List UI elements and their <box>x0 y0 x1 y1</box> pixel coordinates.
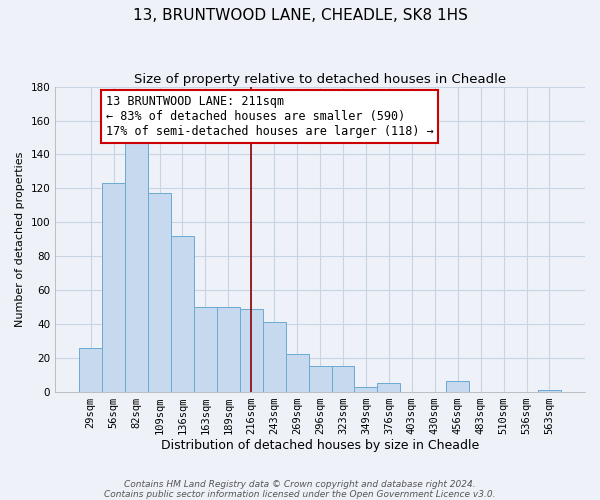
Bar <box>263 322 286 392</box>
Bar <box>194 307 217 392</box>
Bar <box>148 194 171 392</box>
Bar <box>217 307 240 392</box>
Bar <box>125 138 148 392</box>
X-axis label: Distribution of detached houses by size in Cheadle: Distribution of detached houses by size … <box>161 440 479 452</box>
Bar <box>171 236 194 392</box>
Bar <box>538 390 561 392</box>
Text: Contains HM Land Registry data © Crown copyright and database right 2024.
Contai: Contains HM Land Registry data © Crown c… <box>104 480 496 499</box>
Text: 13 BRUNTWOOD LANE: 211sqm
← 83% of detached houses are smaller (590)
17% of semi: 13 BRUNTWOOD LANE: 211sqm ← 83% of detac… <box>106 95 433 138</box>
Text: 13, BRUNTWOOD LANE, CHEADLE, SK8 1HS: 13, BRUNTWOOD LANE, CHEADLE, SK8 1HS <box>133 8 467 22</box>
Bar <box>79 348 102 392</box>
Bar <box>332 366 355 392</box>
Bar <box>377 383 400 392</box>
Title: Size of property relative to detached houses in Cheadle: Size of property relative to detached ho… <box>134 72 506 86</box>
Bar <box>102 183 125 392</box>
Bar <box>446 382 469 392</box>
Bar <box>286 354 308 392</box>
Bar <box>308 366 332 392</box>
Bar <box>240 308 263 392</box>
Y-axis label: Number of detached properties: Number of detached properties <box>15 152 25 327</box>
Bar <box>355 386 377 392</box>
